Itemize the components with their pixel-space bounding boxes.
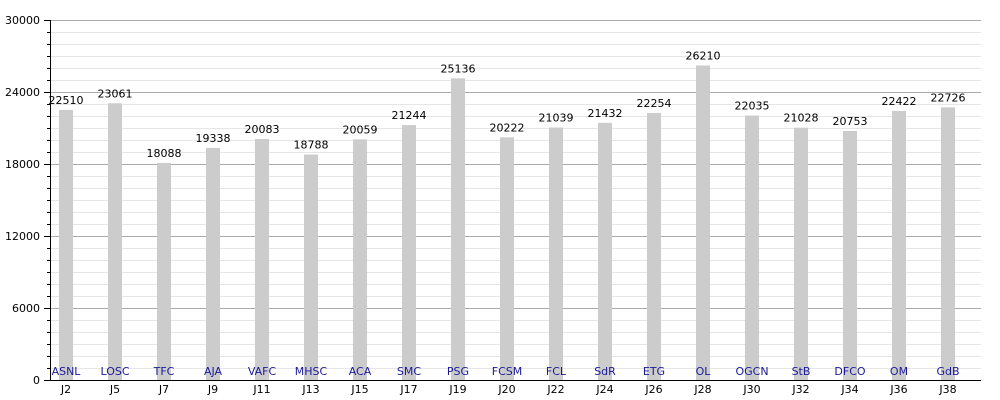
grid-layer [50,20,981,369]
x-tick-label: J2 [60,383,71,396]
x-tick-label: J32 [791,383,809,396]
bar [794,127,808,380]
x-tick-label: J24 [595,383,613,396]
data-label: 22510 [49,94,84,107]
x-tick-label: J19 [448,383,466,396]
bar [549,127,563,380]
data-label: 26210 [686,49,721,62]
data-label: 21039 [539,112,574,125]
label-layer: 0 6000 12000 18000 24000 30000 22510 ASNL J2 2306… [5,14,966,396]
data-label: 18788 [294,139,329,152]
team-label: FCL [546,365,567,378]
bar [353,139,367,380]
data-label: 18088 [147,147,182,160]
bar [745,115,759,380]
x-tick-label: J11 [252,383,270,396]
bar [157,162,171,380]
y-tick-label: 18000 [5,158,40,171]
team-label: ASNL [52,365,82,378]
bar-layer [59,65,955,381]
team-label: SMC [397,365,421,378]
data-label: 19338 [196,132,231,145]
y-tick-label: 6000 [12,302,40,315]
data-label: 21028 [784,112,819,125]
bar [255,139,269,380]
bar [59,109,73,380]
bar [402,125,416,381]
team-label: DFCO [834,365,865,378]
data-label: 21244 [392,109,427,122]
data-label: 22254 [637,97,672,110]
bar [696,65,710,380]
team-label: OM [890,365,908,378]
y-tick-label: 24000 [5,86,40,99]
bar [304,154,318,380]
x-tick-label: J26 [644,383,662,396]
data-label: 25136 [441,62,476,75]
x-tick-label: J17 [399,383,417,396]
data-label: 22422 [882,95,917,108]
x-tick-label: J20 [497,383,515,396]
x-tick-label: J15 [350,383,368,396]
bar [451,78,465,381]
bar [843,130,857,380]
x-tick-label: J38 [938,383,956,396]
x-tick-label: J36 [889,383,907,396]
x-tick-label: J9 [207,383,218,396]
data-label: 22726 [931,91,966,104]
data-label: 20753 [833,115,868,128]
data-label: 22035 [735,100,770,113]
x-tick-label: J7 [158,383,169,396]
team-label: VAFC [248,365,277,378]
team-label: MHSC [295,365,328,378]
data-label: 20222 [490,121,525,134]
x-tick-label: J30 [742,383,760,396]
data-label: 20083 [245,123,280,136]
team-label: GdB [936,365,959,378]
axis-layer [44,20,981,381]
team-label: OGCN [735,365,768,378]
bar [941,107,955,381]
team-label: TFC [153,365,175,378]
team-label: OL [696,365,712,378]
y-tick-label: 30000 [5,14,40,27]
bar [500,137,514,380]
data-label: 21432 [588,107,623,120]
bar [598,122,612,380]
x-tick-label: J13 [301,383,319,396]
bar [892,110,906,380]
team-label: SdR [594,365,616,378]
team-label: LOSC [100,365,129,378]
x-tick-label: J28 [693,383,711,396]
data-label: 20059 [343,123,378,136]
team-label: AJA [204,365,223,378]
data-label: 23061 [98,87,133,100]
bar [108,103,122,380]
team-label: ACA [349,365,372,378]
x-tick-label: J5 [109,383,120,396]
bar [206,147,220,380]
team-label: PSG [447,365,469,378]
y-tick-label: 12000 [5,230,40,243]
y-tick-label: 0 [33,374,40,387]
team-label: FCSM [492,365,522,378]
team-label: ETG [643,365,665,378]
x-tick-label: J22 [546,383,564,396]
team-label: StB [792,365,811,378]
x-tick-label: J34 [840,383,858,396]
bar [647,112,661,381]
